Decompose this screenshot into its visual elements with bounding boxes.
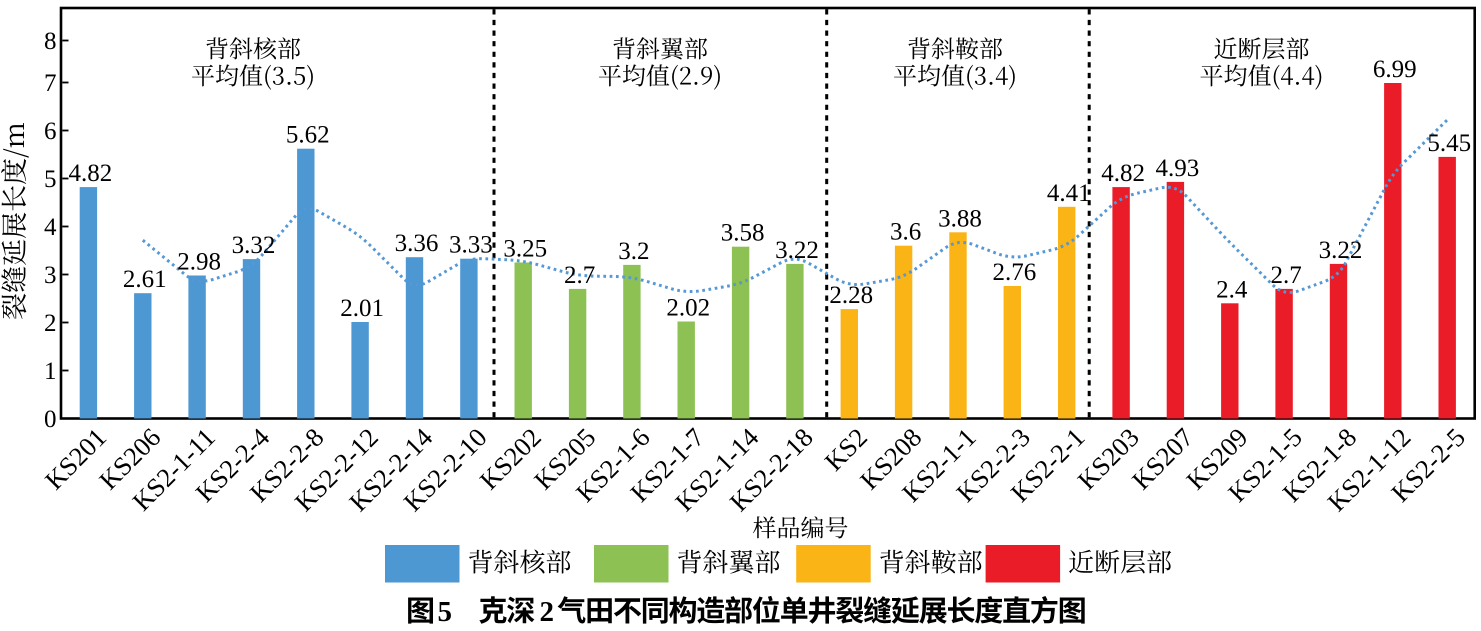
svg-text:2.61: 2.61: [123, 266, 167, 293]
svg-text:3.6: 3.6: [890, 219, 921, 246]
svg-text:4.41: 4.41: [1047, 180, 1091, 207]
svg-text:6: 6: [44, 118, 57, 145]
svg-text:0: 0: [44, 406, 57, 433]
svg-text:4.93: 4.93: [1156, 155, 1200, 182]
svg-text:5.45: 5.45: [1427, 130, 1471, 157]
svg-text:2.7: 2.7: [564, 262, 595, 289]
svg-text:2.7: 2.7: [1270, 262, 1301, 289]
svg-text:3.36: 3.36: [395, 230, 439, 257]
svg-text:4: 4: [44, 214, 57, 241]
svg-text:5: 5: [44, 166, 57, 193]
svg-text:2.98: 2.98: [177, 249, 221, 276]
svg-text:1: 1: [44, 358, 57, 385]
svg-text:8: 8: [44, 28, 57, 55]
svg-text:4.82: 4.82: [1101, 160, 1145, 187]
svg-text:3.88: 3.88: [938, 205, 982, 232]
svg-text:2.01: 2.01: [340, 295, 384, 322]
svg-text:6.99: 6.99: [1373, 56, 1417, 83]
svg-text:5.62: 5.62: [286, 122, 330, 149]
svg-text:2.4: 2.4: [1216, 276, 1248, 303]
svg-text:2: 2: [540, 596, 555, 628]
svg-text:5: 5: [438, 596, 453, 628]
svg-text:3.32: 3.32: [232, 232, 276, 259]
svg-text:3.2: 3.2: [618, 238, 649, 265]
svg-text:3.58: 3.58: [721, 220, 765, 247]
svg-text:3.25: 3.25: [503, 236, 547, 263]
svg-text:3.33: 3.33: [449, 232, 493, 259]
svg-text:2: 2: [44, 310, 57, 337]
svg-text:3: 3: [44, 262, 57, 289]
svg-text:2.28: 2.28: [829, 282, 873, 309]
svg-text:3.22: 3.22: [775, 237, 819, 264]
svg-text:3.22: 3.22: [1319, 237, 1363, 264]
svg-text:2.76: 2.76: [993, 259, 1037, 286]
svg-text:7: 7: [44, 70, 57, 97]
svg-text:2.02: 2.02: [666, 295, 710, 322]
svg-text:4.82: 4.82: [69, 160, 113, 187]
